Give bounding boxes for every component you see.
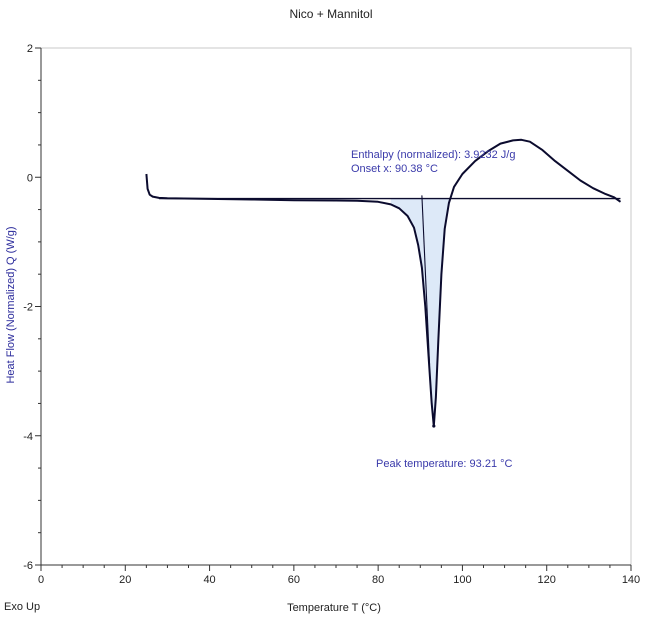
y-tick-label: -6 xyxy=(23,560,33,572)
plot-frame xyxy=(40,47,632,566)
enthalpy-annotation: Enthalpy (normalized): 3.9232 J/g xyxy=(351,149,515,161)
y-tick-label: 2 xyxy=(27,43,33,55)
heat-flow-curve xyxy=(145,138,622,428)
x-axis-title: Temperature T (°C) xyxy=(287,602,381,614)
x-tick-label: 20 xyxy=(119,574,131,586)
x-tick-label: 40 xyxy=(203,574,215,586)
y-tick-label: -4 xyxy=(23,431,33,443)
plot-area: 0 20 40 60 80 100 120 140 -6 -4 -2 0 2 Enthalpy (norm… xyxy=(23,43,640,586)
x-tick-label: 80 xyxy=(372,574,384,586)
x-tick-label: 120 xyxy=(538,574,556,586)
y-axis-title: Heat Flow (Normalized) Q (W/g) xyxy=(5,226,17,383)
y-tick-label: 0 xyxy=(27,172,33,184)
x-tick-label: 0 xyxy=(38,574,44,586)
x-tick-label: 60 xyxy=(288,574,300,586)
x-tick-label: 100 xyxy=(453,574,471,586)
onset-tangent-line xyxy=(421,195,431,365)
peak-temperature-annotation: Peak temperature: 93.21 °C xyxy=(376,458,513,470)
x-tick-label: 140 xyxy=(622,574,640,586)
exo-up-label: Exo Up xyxy=(4,601,40,613)
onset-annotation: Onset x: 90.38 °C xyxy=(351,163,438,175)
peak-marker xyxy=(432,424,436,428)
y-tick-label: -2 xyxy=(23,302,33,314)
enthalpy-integration-area xyxy=(390,198,450,427)
chart-title: Nico + Mannitol xyxy=(289,7,372,21)
